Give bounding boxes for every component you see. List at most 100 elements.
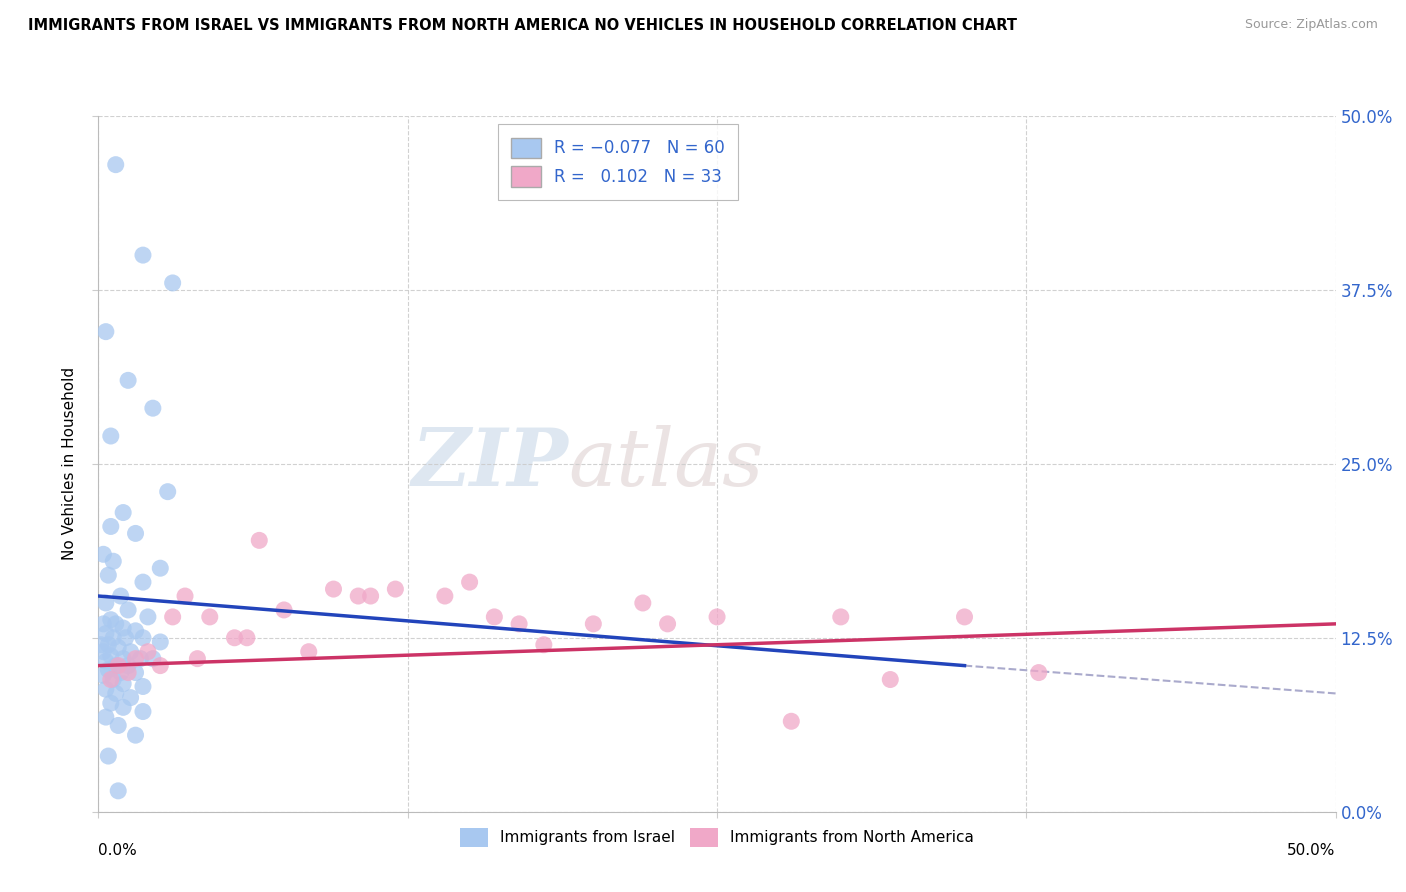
- Point: [110, 665, 132, 680]
- Point: [120, 645, 142, 659]
- Point: [953, 610, 976, 624]
- Point: [132, 575, 155, 590]
- Point: [97, 663, 120, 677]
- Point: [124, 526, 146, 541]
- Point: [132, 705, 155, 719]
- Point: [100, 519, 122, 533]
- Point: [124, 624, 146, 638]
- Point: [360, 589, 382, 603]
- Point: [104, 658, 127, 673]
- Point: [129, 651, 152, 665]
- Point: [162, 610, 184, 624]
- Point: [149, 658, 172, 673]
- Point: [104, 158, 127, 172]
- Point: [124, 728, 146, 742]
- Point: [100, 696, 122, 710]
- Point: [117, 665, 139, 680]
- Point: [94, 325, 117, 339]
- Point: [830, 610, 852, 624]
- Point: [124, 651, 146, 665]
- Point: [186, 651, 208, 665]
- Point: [156, 484, 179, 499]
- Point: [97, 568, 120, 582]
- Point: [458, 575, 481, 590]
- Point: [631, 596, 654, 610]
- Point: [132, 631, 155, 645]
- Point: [100, 613, 122, 627]
- Point: [100, 648, 122, 663]
- Point: [90, 638, 112, 652]
- Point: [94, 710, 117, 724]
- Point: [103, 631, 125, 645]
- Point: [97, 749, 120, 764]
- Point: [107, 784, 129, 798]
- Point: [103, 554, 125, 568]
- Text: Source: ZipAtlas.com: Source: ZipAtlas.com: [1244, 18, 1378, 31]
- Point: [93, 547, 115, 561]
- Point: [533, 638, 555, 652]
- Point: [174, 589, 197, 603]
- Point: [162, 276, 184, 290]
- Point: [273, 603, 295, 617]
- Point: [100, 673, 122, 687]
- Point: [149, 561, 172, 575]
- Point: [1028, 665, 1050, 680]
- Point: [110, 589, 132, 603]
- Point: [132, 248, 155, 262]
- Point: [112, 676, 135, 690]
- Point: [93, 668, 115, 682]
- Point: [298, 645, 321, 659]
- Point: [107, 718, 129, 732]
- Point: [93, 616, 115, 631]
- Point: [117, 603, 139, 617]
- Point: [136, 610, 159, 624]
- Point: [120, 690, 142, 705]
- Point: [112, 621, 135, 635]
- Point: [104, 686, 127, 700]
- Point: [112, 700, 135, 714]
- Text: 50.0%: 50.0%: [1288, 843, 1336, 858]
- Text: ZIP: ZIP: [412, 425, 568, 502]
- Point: [112, 651, 135, 665]
- Point: [93, 645, 115, 659]
- Point: [107, 640, 129, 655]
- Text: IMMIGRANTS FROM ISRAEL VS IMMIGRANTS FROM NORTH AMERICA NO VEHICLES IN HOUSEHOLD: IMMIGRANTS FROM ISRAEL VS IMMIGRANTS FRO…: [28, 18, 1017, 33]
- Point: [484, 610, 506, 624]
- Point: [94, 655, 117, 669]
- Point: [114, 631, 136, 645]
- Point: [433, 589, 456, 603]
- Point: [94, 596, 117, 610]
- Text: atlas: atlas: [568, 425, 763, 502]
- Point: [149, 635, 172, 649]
- Text: 0.0%: 0.0%: [98, 843, 138, 858]
- Point: [132, 680, 155, 694]
- Point: [117, 658, 139, 673]
- Point: [247, 533, 270, 548]
- Point: [142, 651, 165, 665]
- Point: [100, 429, 122, 443]
- Point: [508, 616, 530, 631]
- Point: [136, 645, 159, 659]
- Point: [236, 631, 259, 645]
- Point: [198, 610, 221, 624]
- Point: [142, 401, 165, 416]
- Y-axis label: No Vehicles in Household: No Vehicles in Household: [62, 368, 77, 560]
- Point: [103, 673, 125, 687]
- Legend: Immigrants from Israel, Immigrants from North America: Immigrants from Israel, Immigrants from …: [454, 822, 980, 853]
- Point: [124, 665, 146, 680]
- Point: [107, 658, 129, 673]
- Point: [94, 626, 117, 640]
- Point: [582, 616, 605, 631]
- Point: [384, 582, 406, 596]
- Point: [706, 610, 728, 624]
- Point: [117, 373, 139, 387]
- Point: [780, 714, 803, 729]
- Point: [224, 631, 246, 645]
- Point: [322, 582, 344, 596]
- Point: [879, 673, 901, 687]
- Point: [94, 682, 117, 697]
- Point: [657, 616, 679, 631]
- Point: [97, 638, 120, 652]
- Point: [347, 589, 370, 603]
- Point: [104, 616, 127, 631]
